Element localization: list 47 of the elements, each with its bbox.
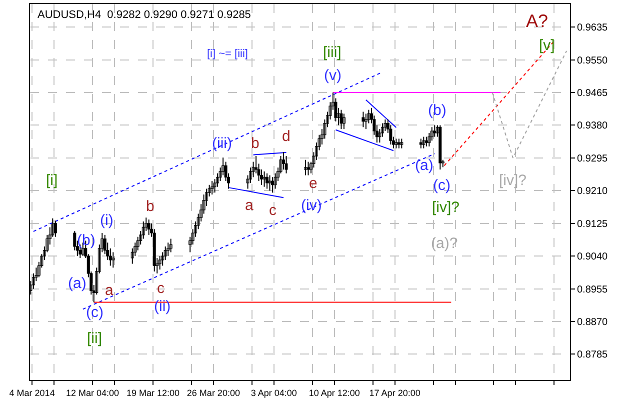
annotation: (a) [415, 157, 434, 174]
y-tick-label: 0.8785 [577, 350, 608, 361]
annotation: c [269, 202, 277, 219]
y-tick-label: 0.8870 [577, 317, 608, 328]
annotation: [ii] [87, 330, 102, 347]
annotation: [i] ~= [iii] [207, 48, 248, 60]
annotation: b [251, 135, 260, 152]
annotation: A? [526, 11, 548, 31]
annotation: (ii) [154, 298, 171, 315]
x-tick-label: 19 Mar 12:00 [126, 388, 180, 398]
x-tick-label: 10 Apr 12:00 [308, 388, 360, 398]
annotation: d [282, 128, 290, 145]
annotation: [iv]? [499, 172, 527, 189]
annotation: (c) [433, 177, 450, 194]
x-tick-label: 3 Apr 04:00 [250, 388, 297, 398]
y-tick-label: 0.9550 [577, 55, 608, 66]
annotation: e [309, 175, 318, 192]
annotation: [i] [46, 172, 58, 189]
y-tick-label: 0.9380 [577, 120, 608, 132]
x-tick-label: 17 Apr 20:00 [369, 388, 420, 398]
y-tick-label: 0.9125 [577, 218, 608, 230]
y-tick-label: 0.8955 [577, 284, 608, 296]
annotation: (b) [77, 232, 96, 249]
annotation: (a) [68, 275, 86, 292]
y-tick-label: 0.9465 [577, 88, 608, 100]
annotation: c [157, 280, 165, 297]
x-tick-label: 26 Mar 20:00 [186, 388, 240, 398]
annotation: (c) [86, 304, 104, 321]
annotation: [iv]? [432, 199, 460, 216]
annotation: (v) [324, 67, 342, 84]
annotation: (iii) [212, 135, 232, 152]
y-tick-label: 0.9295 [577, 153, 608, 164]
annotation: (i) [100, 212, 114, 229]
x-tick-label: 12 Mar 04:00 [66, 388, 120, 398]
chart-title: AUDUSD,H4 0.9282 0.9290 0.9271 0.9285 [38, 8, 251, 21]
annotation: [v] [539, 37, 555, 54]
annotation: (b) [428, 102, 446, 119]
annotation: (iv) [301, 197, 322, 214]
y-tick-label: 0.9210 [577, 186, 608, 198]
y-tick-label: 0.9635 [577, 22, 608, 34]
annotation: a [105, 282, 114, 299]
annotation: (a)? [431, 235, 458, 252]
annotation: b [146, 198, 154, 215]
x-tick-label: 4 Mar 2014 [9, 388, 55, 398]
y-tick-label: 0.9040 [577, 252, 608, 263]
annotation: [iii] [323, 44, 342, 61]
annotation: a [245, 197, 254, 214]
